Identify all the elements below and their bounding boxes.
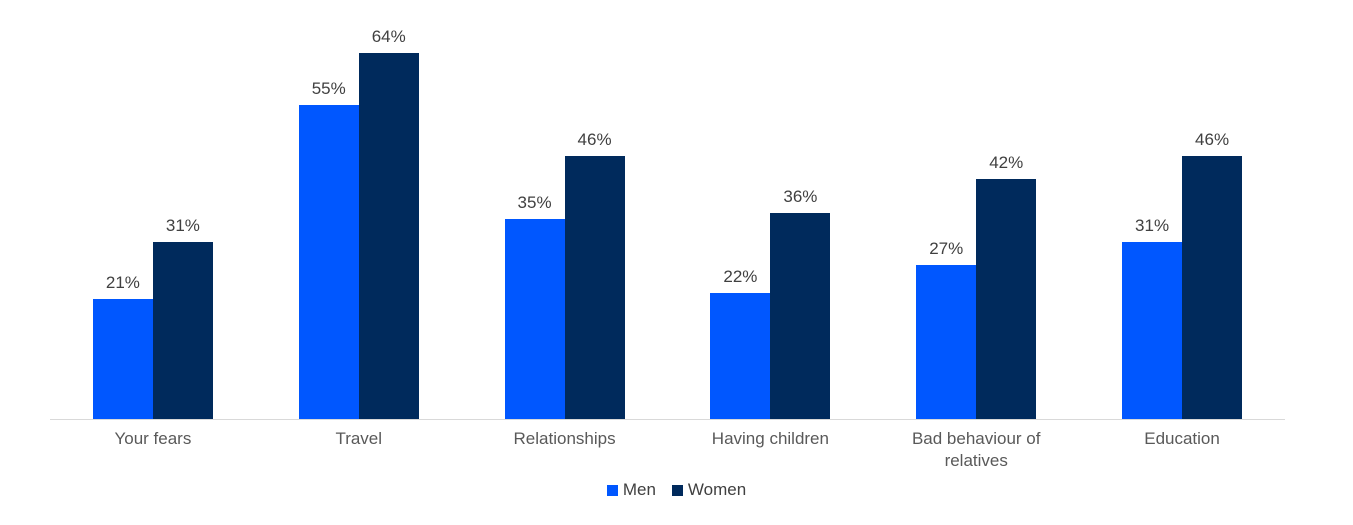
bar-women	[152, 242, 213, 419]
bar-with-label: 31%	[1122, 216, 1183, 419]
bar-with-label: 46%	[1182, 130, 1243, 419]
category-label: Having children	[711, 429, 829, 448]
bar-women	[770, 213, 831, 419]
category-group: 35% 46%	[462, 20, 668, 419]
bar-men	[710, 293, 771, 419]
bar-with-label: 55%	[298, 79, 359, 419]
category-label: Relationships	[513, 429, 616, 448]
bar-with-label: 22%	[710, 267, 771, 419]
category-label: Your fears	[114, 429, 192, 448]
value-label: 55%	[311, 79, 346, 98]
bar-pair: 35% 46%	[504, 130, 625, 419]
x-axis-category-labels: Your fears Travel Relationships Having chil…	[50, 428, 1285, 472]
category-group: 22% 36%	[667, 20, 873, 419]
bar-with-label: 31%	[152, 216, 213, 419]
legend-swatch-icon	[606, 484, 618, 496]
category-label: Education	[1144, 429, 1220, 448]
value-label: 31%	[1135, 216, 1170, 235]
bar-pair: 21% 31%	[92, 216, 213, 419]
bar-women	[358, 53, 419, 419]
bar-with-label: 42%	[976, 153, 1037, 419]
value-label: 36%	[783, 187, 818, 206]
bar-with-label: 21%	[92, 273, 153, 419]
bar-women	[976, 179, 1037, 419]
category-label: Travel	[335, 429, 383, 448]
bar-with-label: 27%	[916, 239, 977, 419]
category-group: 31% 46%	[1079, 20, 1285, 419]
category-cell: Relationships	[462, 428, 668, 472]
legend: Men Women	[0, 480, 1353, 500]
plot-area: 21% 31% 55% 64% 35% 46% 22% 36% 27% 42% 31% 46%	[50, 20, 1285, 420]
category-group: 27% 42%	[873, 20, 1079, 419]
bar-with-label: 36%	[770, 187, 831, 419]
value-label: 46%	[1195, 130, 1230, 149]
category-label: Bad behaviour of relatives	[911, 429, 1041, 470]
legend-swatch-icon	[671, 484, 683, 496]
bar-men	[916, 265, 977, 419]
value-label: 27%	[929, 239, 964, 258]
bar-with-label: 64%	[358, 27, 419, 419]
legend-item-men: Men	[606, 480, 656, 500]
bar-with-label: 46%	[564, 130, 625, 419]
bar-women	[564, 156, 625, 419]
bar-men	[1122, 242, 1183, 419]
category-cell: Having children	[667, 428, 873, 472]
value-label: 21%	[105, 273, 140, 292]
bar-pair: 27% 42%	[916, 153, 1037, 419]
bar-pair: 55% 64%	[298, 27, 419, 419]
legend-label: Men	[622, 480, 656, 499]
legend-label: Women	[687, 480, 747, 499]
value-label: 46%	[577, 130, 612, 149]
bar-women	[1182, 156, 1243, 419]
value-label: 35%	[517, 193, 552, 212]
category-cell: Education	[1079, 428, 1285, 472]
value-label: 64%	[371, 27, 406, 46]
bar-men	[504, 219, 565, 419]
bar-men	[92, 299, 153, 419]
category-cell: Travel	[256, 428, 462, 472]
category-cell: Your fears	[50, 428, 256, 472]
category-group: 55% 64%	[256, 20, 462, 419]
bar-with-label: 35%	[504, 193, 565, 419]
bar-pair: 22% 36%	[710, 187, 831, 419]
category-group: 21% 31%	[50, 20, 256, 419]
value-label: 22%	[723, 267, 758, 286]
bar-pair: 31% 46%	[1122, 130, 1243, 419]
category-cell: Bad behaviour of relatives	[873, 428, 1079, 472]
value-label: 31%	[165, 216, 200, 235]
value-label: 42%	[989, 153, 1024, 172]
legend-item-women: Women	[671, 480, 747, 500]
bar-men	[298, 105, 359, 419]
